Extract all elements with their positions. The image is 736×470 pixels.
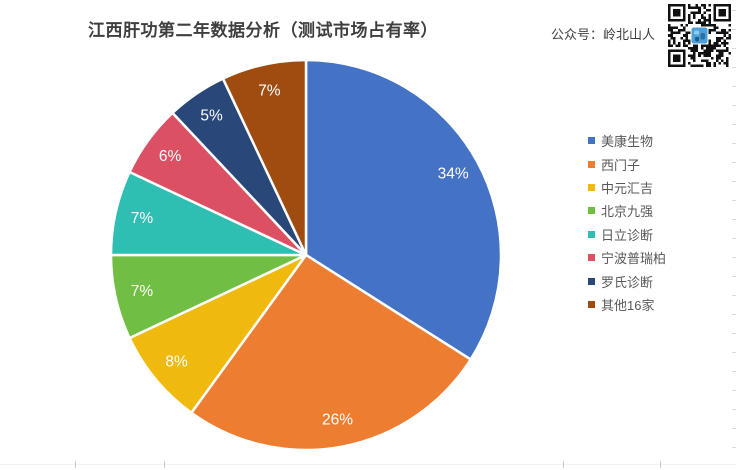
sheet-column-tick (164, 461, 165, 468)
pie-slice-7 (221, 58, 308, 257)
pie-data-label-7: 7% (258, 83, 281, 100)
pie-slice-1 (190, 253, 472, 452)
legend-marker-icon (588, 207, 595, 215)
legend-marker-icon (588, 300, 595, 308)
legend-marker-icon (588, 277, 595, 285)
pie-data-label-1: 26% (322, 412, 353, 429)
pie-data-label-5: 6% (159, 148, 182, 165)
legend-marker-icon (588, 230, 595, 238)
pie-data-label-4: 7% (131, 210, 154, 227)
sheet-bottom-line (0, 464, 736, 465)
legend-marker-icon (588, 254, 595, 262)
pie-data-label-3: 7% (131, 283, 154, 300)
legend-item-1: 西门子 (588, 152, 666, 175)
legend-label: 罗氏诊断 (601, 274, 654, 290)
legend-label: 美康生物 (601, 134, 654, 150)
sheet-column-tick (75, 461, 76, 468)
chart-title: 江西肝功第二年数据分析（测试市场占有率） (88, 21, 438, 40)
chart-legend: 美康生物西门子中元汇吉北京九强日立诊断宁波普瑞柏罗氏诊断其他16家 (588, 129, 666, 316)
legend-label: 西门子 (601, 157, 641, 173)
legend-label: 日立诊断 (601, 227, 654, 243)
legend-item-6: 罗氏诊断 (588, 269, 666, 292)
legend-marker-icon (588, 137, 595, 145)
legend-marker-icon (588, 160, 595, 168)
sheet-gridline-stubs (732, 10, 736, 458)
brand-watermark: 公众号：岭北山人 (551, 27, 656, 42)
pie-data-label-6: 5% (200, 108, 223, 125)
legend-item-7: 其他16家 (588, 293, 666, 316)
legend-label: 宁波普瑞柏 (601, 251, 667, 267)
pie-data-label-0: 34% (438, 166, 469, 183)
legend-label: 北京九强 (601, 204, 654, 220)
legend-label: 其他16家 (601, 297, 655, 313)
legend-item-2: 中元汇吉 (588, 176, 666, 199)
qr-code-icon (668, 4, 731, 67)
pie-slice-2 (128, 253, 308, 415)
legend-item-3: 北京九强 (588, 199, 666, 222)
legend-label: 中元汇吉 (601, 180, 654, 196)
legend-item-4: 日立诊断 (588, 223, 666, 246)
sheet-column-tick (563, 461, 564, 468)
legend-item-5: 宁波普瑞柏 (588, 246, 666, 269)
legend-item-0: 美康生物 (588, 129, 666, 152)
sheet-column-tick (660, 461, 661, 468)
pie-data-label-2: 8% (165, 354, 188, 371)
legend-marker-icon (588, 183, 595, 191)
